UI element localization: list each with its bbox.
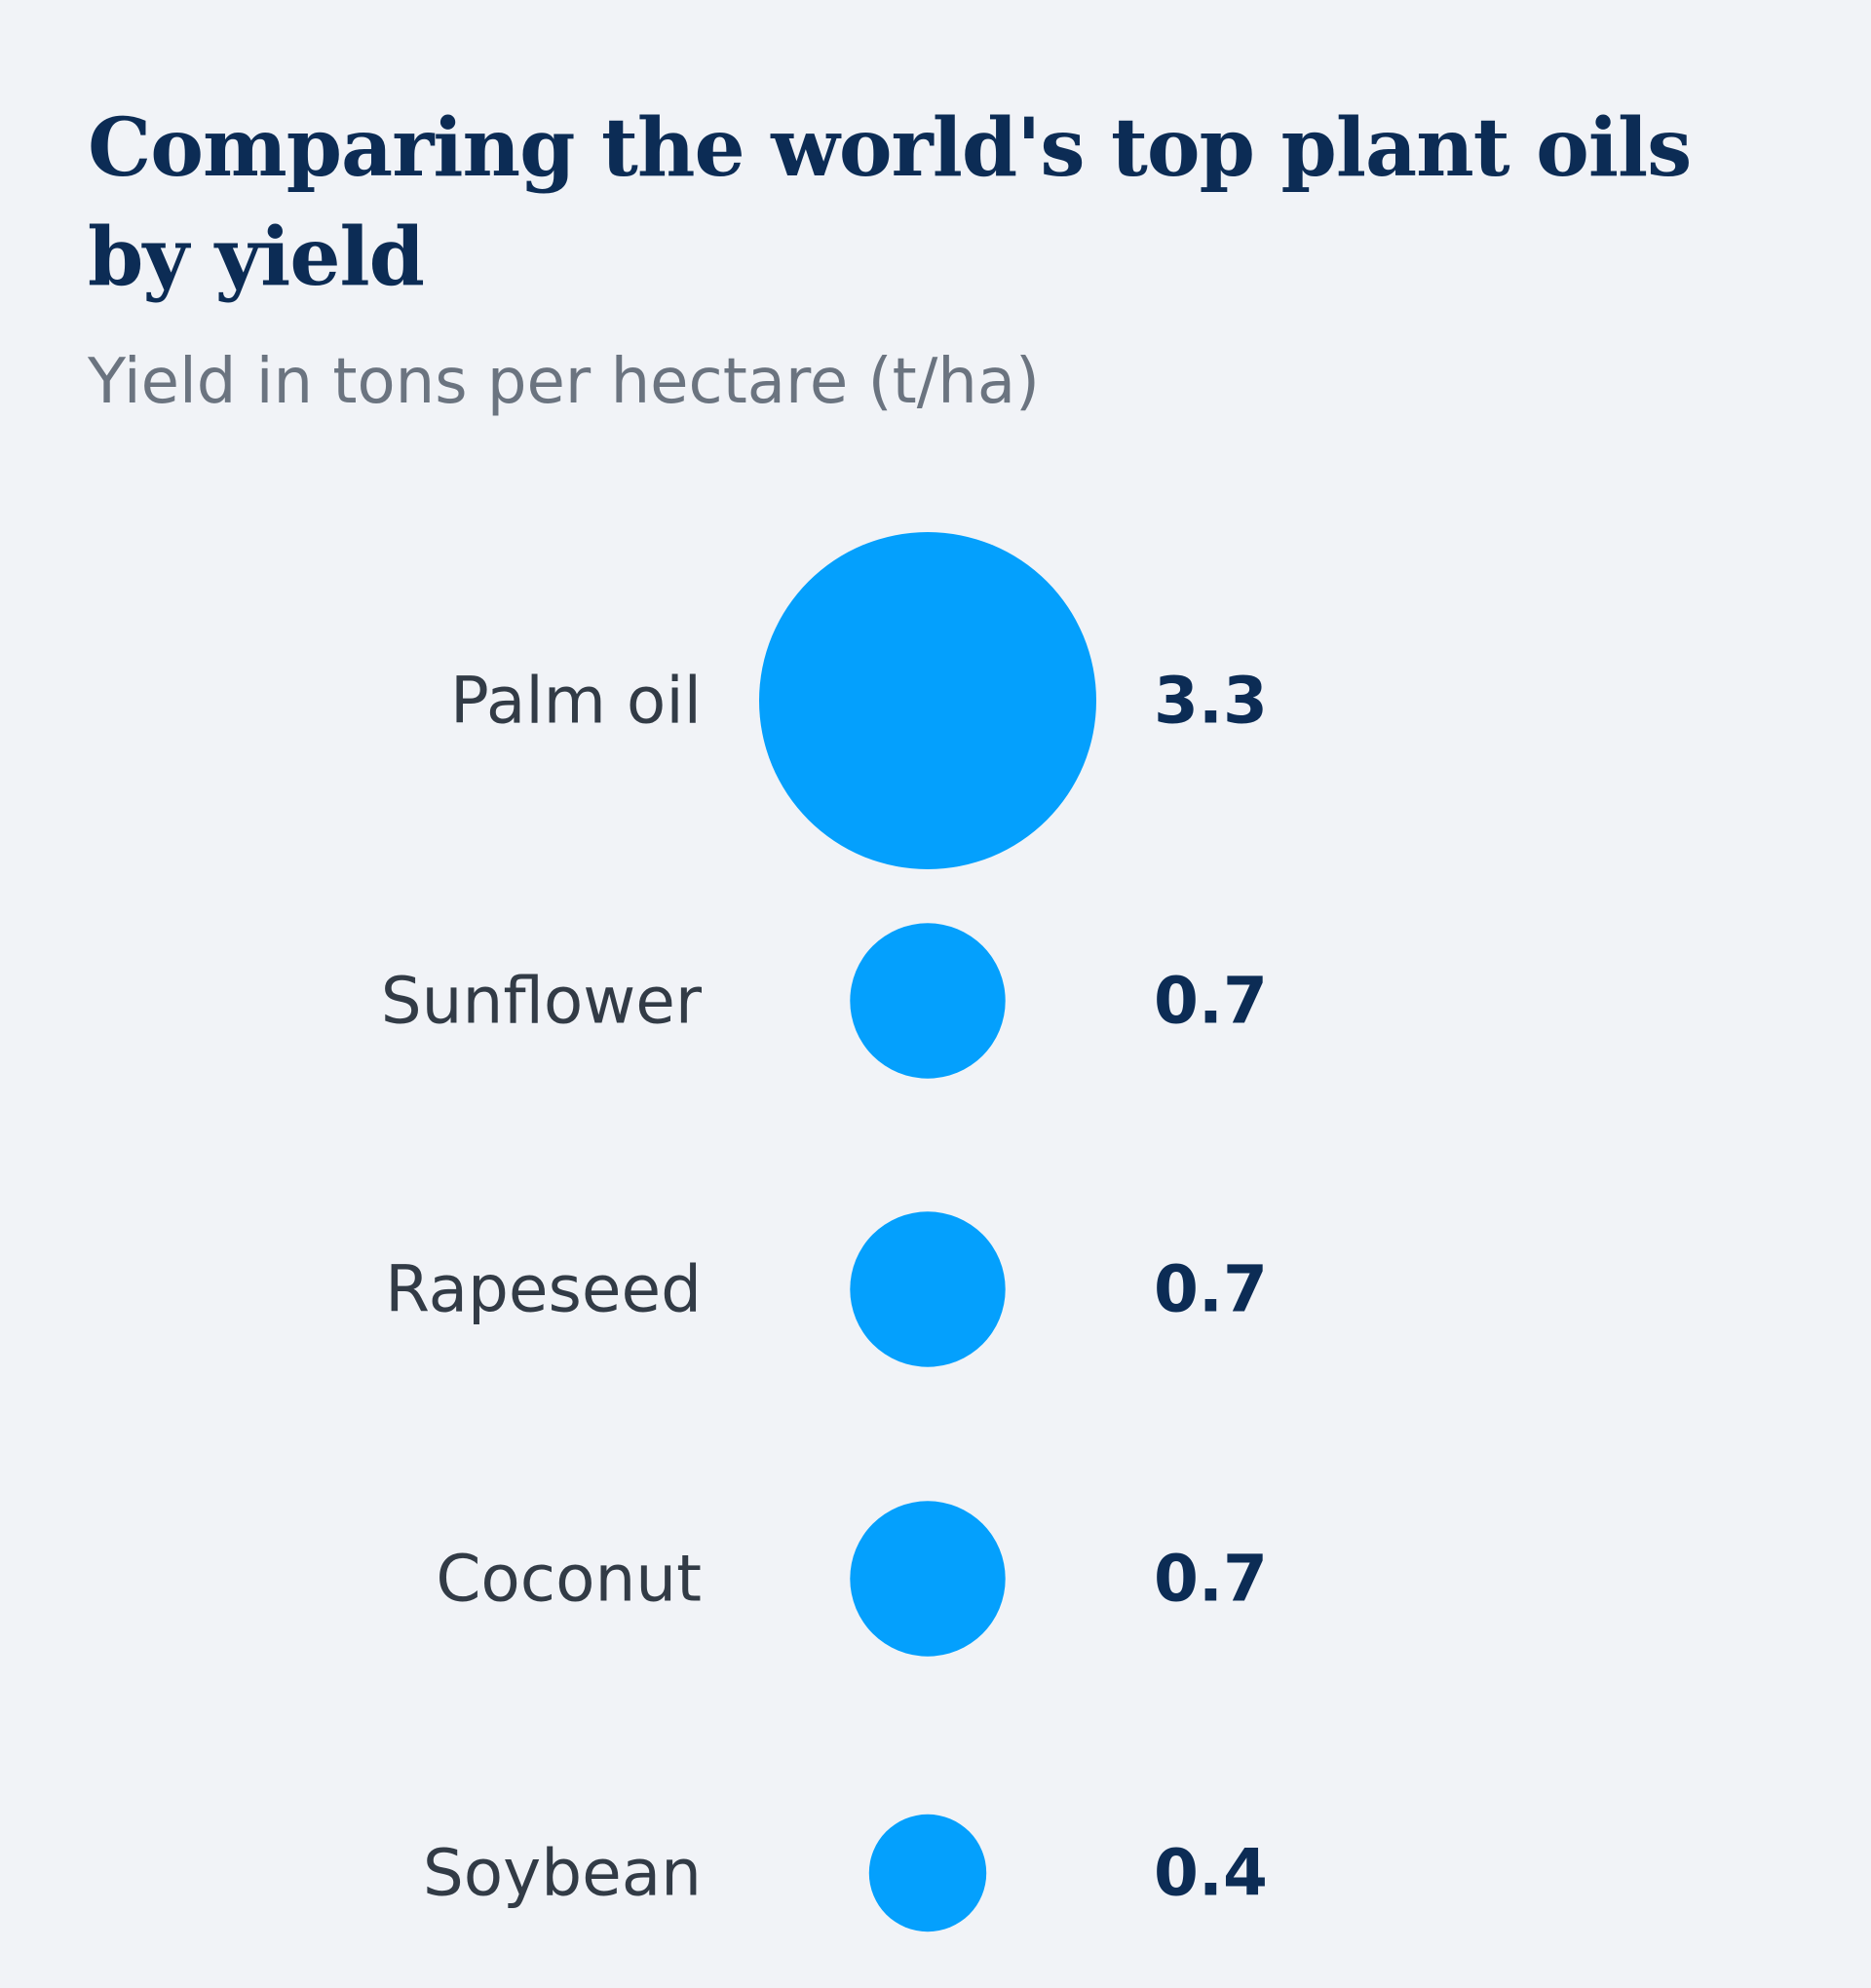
bubble-rapeseed [850, 1211, 1006, 1367]
category-label: Soybean [423, 1836, 702, 1911]
chart-subtitle: Yield in tons per hectare (t/ha) [88, 346, 1040, 418]
category-label: Palm oil [450, 664, 702, 739]
bubble-palm-oil [759, 532, 1096, 869]
bubble-soybean [868, 1814, 987, 1932]
bubble-coconut [850, 1501, 1006, 1657]
value-label: 0.7 [1154, 964, 1268, 1039]
chart-title: Comparing the world's top plant oils by … [88, 101, 1692, 304]
value-label: 0.4 [1154, 1836, 1268, 1911]
category-label: Sunflower [381, 964, 703, 1039]
bubble-sunflower [850, 923, 1006, 1079]
value-label: 0.7 [1154, 1542, 1268, 1617]
category-label: Rapeseed [385, 1252, 702, 1327]
category-label: Coconut [436, 1542, 702, 1617]
value-label: 3.3 [1154, 664, 1268, 739]
value-label: 0.7 [1154, 1252, 1268, 1327]
